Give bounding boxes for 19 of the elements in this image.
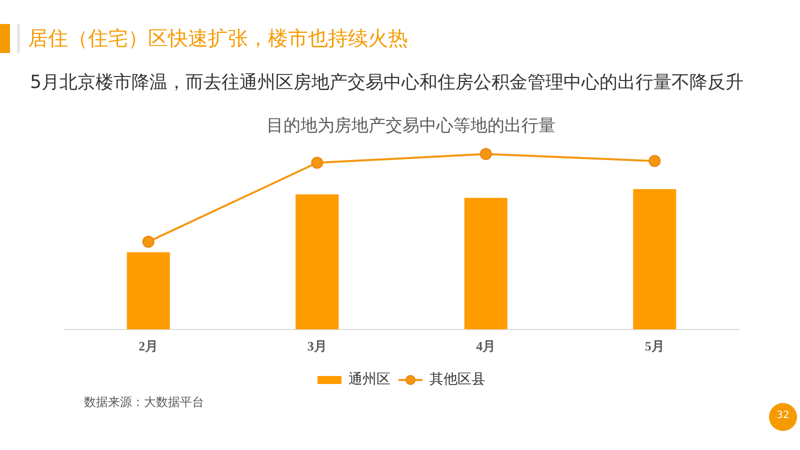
chart-subtitle: 5月北京楼市降温，而去往通州区房地产交易中心和住房公积金管理中心的出行量不降反升	[30, 71, 744, 94]
text: 目的地为房地产交易中心等地的出行量	[266, 115, 556, 137]
point	[648, 155, 661, 168]
point	[142, 236, 154, 248]
x-tick-label: 3月	[307, 338, 327, 354]
text: 32	[776, 410, 790, 421]
bar	[464, 198, 508, 330]
x-tick-label: 4月	[476, 338, 496, 354]
point	[311, 156, 324, 169]
legend-label: 其他区县	[430, 372, 486, 388]
x-tick-label: 5月	[644, 338, 664, 354]
legend-label: 通州区	[348, 372, 390, 388]
bar	[296, 194, 339, 330]
chart-title: 居住（住宅）区快速扩张，楼市也持续火热	[28, 25, 408, 52]
source-note: 数据来源：大数据平台	[84, 394, 204, 411]
bar	[126, 252, 170, 330]
bar	[633, 189, 676, 330]
point	[480, 148, 492, 160]
x-tick-label: 2月	[138, 338, 158, 354]
